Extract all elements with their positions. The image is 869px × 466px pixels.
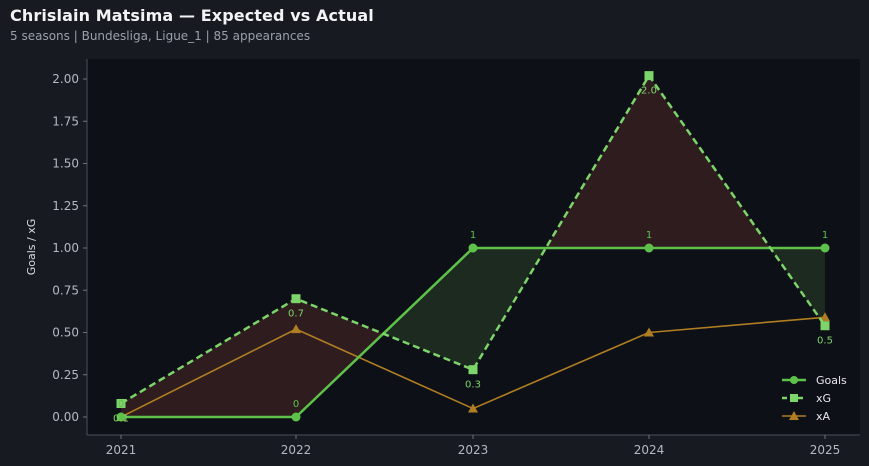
xa-point	[820, 312, 830, 322]
leagues: Bundesliga, Ligue_1	[81, 29, 202, 43]
xg-point	[291, 294, 301, 304]
data-labels: 0 0 1 1 1 0.1 0.7 0.3 2.0 0.5	[113, 86, 833, 425]
xg-data-label: 0.3	[465, 380, 481, 391]
y-tick-label: 0.75	[52, 283, 79, 297]
y-tick-label: 2.00	[52, 72, 79, 86]
y-tick-label: 1.50	[52, 157, 79, 171]
appearances-count: 85 appearances	[213, 29, 311, 43]
legend-label: Goals	[816, 374, 847, 387]
x-tick-label: 2022	[281, 443, 312, 457]
difference-fill	[121, 298, 296, 417]
goals-data-label: 1	[822, 230, 828, 241]
goals-point	[291, 412, 301, 422]
xg-point	[116, 398, 126, 408]
legend-marker	[790, 376, 798, 384]
legend-label: xG	[816, 392, 831, 405]
seasons-count: 5 seasons	[10, 29, 70, 43]
legend-marker	[790, 394, 798, 402]
xg-point	[644, 71, 654, 81]
xg-data-label: 0.5	[817, 336, 833, 347]
y-tick-label: 0.00	[52, 410, 79, 424]
goals-data-label: 1	[470, 230, 476, 241]
difference-fills	[121, 75, 825, 417]
y-tick-label: 0.50	[52, 326, 79, 340]
legend-marker	[789, 411, 799, 420]
series-line-xg	[120, 74, 827, 405]
y-tick-label: 1.25	[52, 199, 79, 213]
xg-data-label: 2.0	[641, 86, 657, 97]
difference-fill	[296, 298, 384, 417]
xg-data-label: 0.7	[288, 309, 304, 320]
xa-point	[468, 403, 478, 413]
x-tick-label: 2021	[106, 443, 137, 457]
xa-point	[291, 324, 301, 334]
goals-point	[820, 243, 830, 253]
x-tick-label: 2024	[634, 443, 665, 457]
series-lines	[116, 71, 830, 422]
xg-point	[468, 365, 478, 375]
chart-subtitle: 5 seasons | Bundesliga, Ligue_1 | 85 app…	[10, 29, 311, 43]
xa-point	[644, 327, 654, 337]
goals-point	[468, 243, 478, 253]
y-tick-label: 1.75	[52, 114, 79, 128]
goals-point	[644, 243, 654, 253]
chart-title: Chrislain Matsima — Expected vs Actual	[10, 6, 374, 25]
y-tick-label: 0.25	[52, 368, 79, 382]
legend: Goals xG xA	[782, 374, 847, 423]
goals-data-label: 1	[646, 230, 652, 241]
x-tick-label: 2023	[458, 443, 489, 457]
axes: 0.000.250.500.751.001.251.501.752.002021…	[25, 59, 860, 457]
goals-point	[116, 412, 126, 422]
goals-data-label: 0	[293, 399, 299, 410]
x-tick-label: 2025	[810, 443, 841, 457]
xg-data-label: 0.1	[113, 413, 129, 424]
goals-data-label: 0	[118, 399, 124, 410]
difference-fill	[383, 248, 473, 370]
xg-point	[820, 321, 830, 331]
y-tick-label: 1.00	[52, 241, 79, 255]
legend-label: xA	[816, 410, 831, 423]
y-axis-label: Goals / xG	[25, 219, 38, 276]
